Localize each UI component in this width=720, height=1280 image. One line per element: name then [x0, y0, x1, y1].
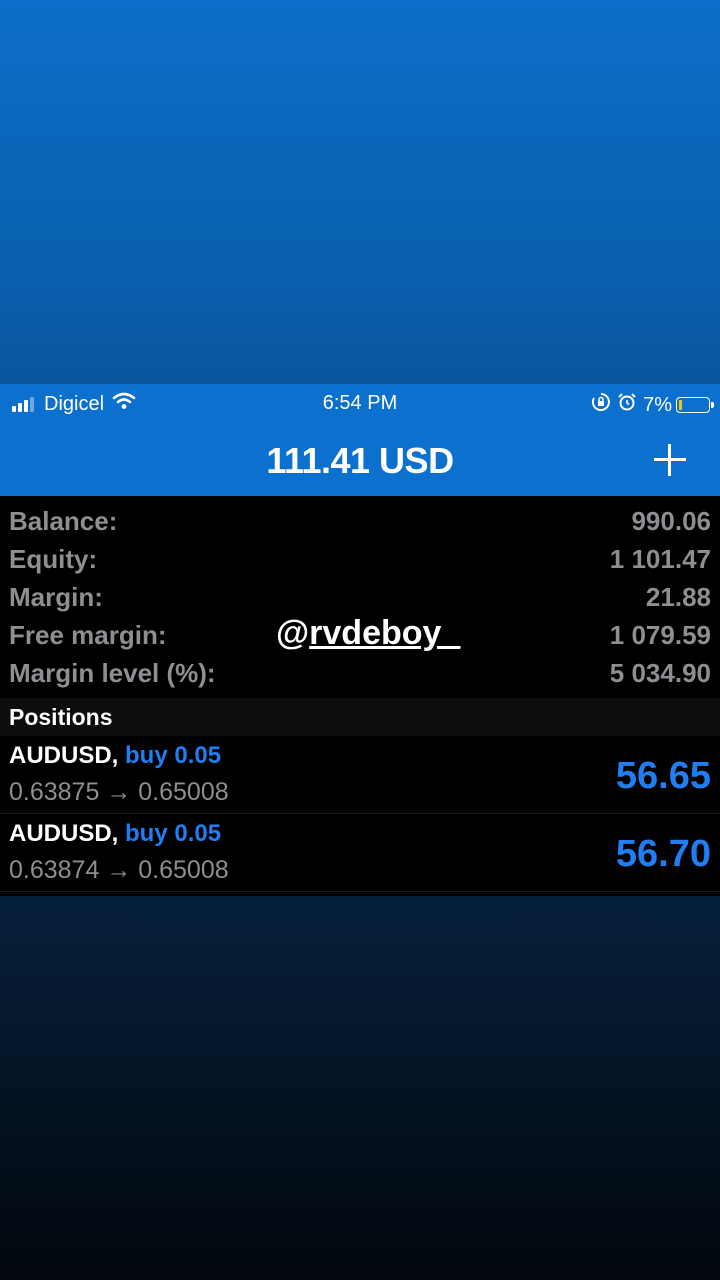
summary-value: 1 101.47 — [609, 543, 711, 574]
status-right: 7% — [585, 392, 714, 418]
watermark-handle: @rvdeboy_ — [276, 614, 460, 653]
position-type: buy 0.05 — [125, 820, 222, 847]
battery-icon — [676, 397, 714, 413]
watermark-username: rvdeboy_ — [309, 614, 461, 652]
position-profit: 56.70 — [615, 833, 711, 875]
summary-value: 1 079.59 — [609, 619, 711, 650]
summary-label: Balance: — [9, 505, 118, 536]
position-title: AUDUSD, buy 0.05 — [9, 820, 221, 848]
summary-value: 990.06 — [631, 505, 711, 536]
position-prices: 0.63874 → 0.65008 — [9, 856, 229, 884]
positions-section-header: Positions — [0, 698, 720, 736]
position-row[interactable]: AUDUSD, buy 0.05 0.63874 → 0.65008 56.70 — [0, 814, 720, 892]
status-left: Digicel — [12, 392, 136, 416]
position-profit: 56.65 — [615, 755, 711, 797]
status-bar: Digicel 6:54 PM — [0, 384, 720, 422]
summary-label: Free margin: — [9, 619, 167, 650]
position-row[interactable]: AUDUSD, buy 0.05 0.63875 → 0.65008 56.65 — [0, 736, 720, 814]
summary-row-free-margin: Free margin: 1 079.59 — [0, 616, 720, 654]
add-order-button[interactable] — [654, 444, 686, 476]
position-symbol: AUDUSD, — [9, 742, 119, 769]
alarm-icon — [617, 392, 637, 418]
position-title: AUDUSD, buy 0.05 — [9, 742, 221, 770]
signal-icon — [12, 396, 36, 412]
header: 111.41 USD — [0, 422, 720, 496]
position-type: buy 0.05 — [125, 742, 222, 769]
watermark-at: @ — [276, 614, 310, 652]
status-time: 6:54 PM — [322, 392, 398, 414]
trade-screen: Digicel 6:54 PM — [0, 384, 720, 896]
battery-percent: 7% — [643, 393, 672, 416]
summary-label: Margin: — [9, 581, 103, 612]
summary-label: Equity: — [9, 543, 98, 574]
page-title: 111.41 USD — [266, 440, 454, 481]
summary-row-margin: Margin: 21.88 — [0, 578, 720, 616]
wifi-icon — [112, 392, 136, 416]
summary-row-equity: Equity: 1 101.47 — [0, 540, 720, 578]
summary-value: 5 034.90 — [609, 657, 711, 688]
summary-row-margin-level: Margin level (%): 5 034.90 — [0, 654, 720, 692]
account-summary: Balance: 990.06 Equity: 1 101.47 Margin:… — [0, 496, 720, 692]
summary-value: 21.88 — [645, 581, 711, 612]
summary-label: Margin level (%): — [9, 657, 216, 688]
carrier-name: Digicel — [44, 392, 105, 415]
position-prices: 0.63875 → 0.65008 — [9, 778, 229, 806]
orientation-lock-icon — [591, 392, 611, 418]
summary-row-balance: Balance: 990.06 — [0, 502, 720, 540]
position-symbol: AUDUSD, — [9, 820, 119, 847]
